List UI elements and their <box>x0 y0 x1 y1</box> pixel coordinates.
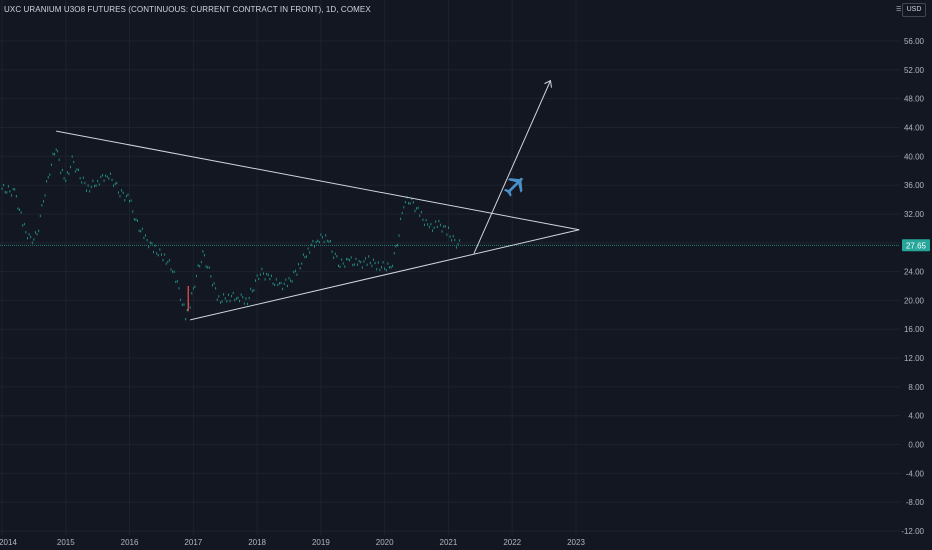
y-tick-label: 24.00 <box>904 268 925 277</box>
y-tick-label: 16.00 <box>904 325 925 334</box>
y-tick-label: -8.00 <box>906 498 925 507</box>
airplane-body <box>503 177 523 197</box>
symbol-title: UXC URANIUM U3O8 FUTURES (CONTINUOUS: CU… <box>4 5 371 14</box>
y-tick-label: 52.00 <box>904 66 925 75</box>
x-tick-label: 2015 <box>57 538 75 547</box>
price-series <box>1 148 461 321</box>
arrow-head-icon <box>544 79 552 88</box>
x-tick-label: 2018 <box>248 538 266 547</box>
last-price-tag: 27.65 <box>902 239 930 252</box>
currency-label: USD <box>906 6 922 13</box>
triangle-upper-line[interactable] <box>56 130 580 231</box>
triangle-lower-line[interactable] <box>190 229 580 321</box>
y-tick-label: -12.00 <box>901 527 924 536</box>
y-tick-label: 0.00 <box>908 441 924 450</box>
y-tick-label: 36.00 <box>904 181 925 190</box>
y-tick-label: 48.00 <box>904 95 925 104</box>
y-tick-label: 56.00 <box>904 37 925 46</box>
x-tick-label: 2022 <box>503 538 521 547</box>
y-tick-label: -4.00 <box>906 469 925 478</box>
price-tag-value: 27.65 <box>906 241 927 250</box>
currency-button[interactable]: ☰ USD <box>896 3 926 17</box>
x-tick-label: 2023 <box>567 538 585 547</box>
x-tick-label: 2017 <box>184 538 202 547</box>
trendline-drawings[interactable] <box>56 79 580 321</box>
airplane-shape <box>503 177 523 197</box>
x-tick-label: 2016 <box>121 538 139 547</box>
y-tick-label: 4.00 <box>908 412 924 421</box>
x-tick-label: 2020 <box>376 538 394 547</box>
x-tick-label: 2019 <box>312 538 330 547</box>
y-tick-label: 20.00 <box>904 296 925 305</box>
airplane-icon <box>503 177 523 197</box>
y-tick-label: 44.00 <box>904 123 925 132</box>
x-tick-label: 2014 <box>0 538 17 547</box>
x-tick-label: 2021 <box>440 538 458 547</box>
y-tick-label: 32.00 <box>904 210 925 219</box>
price-axis[interactable]: 56.0052.0048.0044.0040.0036.0032.0028.00… <box>901 37 924 536</box>
time-axis[interactable]: 2014 2015 2016 2017 2018 2019 2020 2021 2022 2023 <box>0 538 585 547</box>
y-tick-label: 40.00 <box>904 152 925 161</box>
scale-menu-icon: ☰ <box>896 7 902 13</box>
breakout-arrow-line[interactable] <box>473 80 551 254</box>
y-tick-label: 12.00 <box>904 354 925 363</box>
price-tag-box <box>902 239 930 252</box>
y-tick-label: 8.00 <box>908 383 924 392</box>
chart-grid <box>0 0 900 535</box>
